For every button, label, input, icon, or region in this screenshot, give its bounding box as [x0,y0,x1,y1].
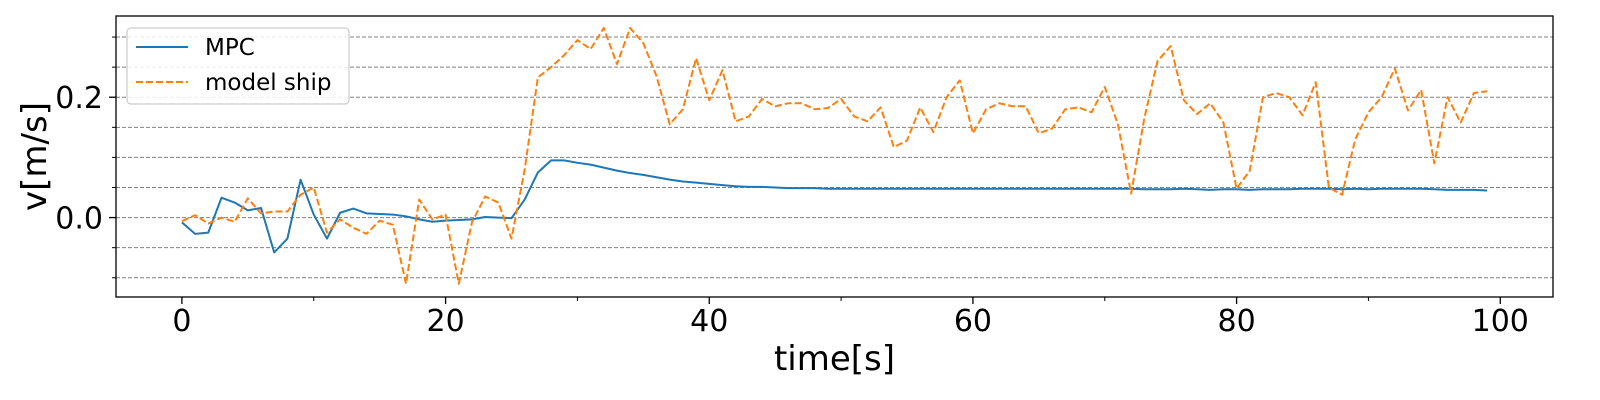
ticks: 0 20 40 60 80 100 0.0 0.2 [55,36,1529,339]
series-line-mpc [181,159,1488,254]
y-tick-label: 0.0 [55,202,103,237]
x-tick-label: 20 [426,304,464,339]
plot-frame [115,15,1554,298]
legend-label-model-ship: model ship [205,70,331,96]
series-line-model-ship [181,27,1488,285]
gridlines [116,36,1553,279]
x-axis-label: time[s] [774,339,895,379]
x-tick-label: 0 [172,304,191,339]
x-tick-label: 60 [954,304,992,339]
x-tick-label: 80 [1218,304,1256,339]
y-axis-label: v[m/s] [15,102,55,211]
series-layer [181,27,1488,285]
x-tick-label: 40 [690,304,728,339]
x-tick-label: 100 [1472,304,1529,339]
legend: MPC model ship [126,27,350,105]
legend-label-mpc: MPC [205,35,255,61]
y-tick-label: 0.2 [55,81,103,116]
